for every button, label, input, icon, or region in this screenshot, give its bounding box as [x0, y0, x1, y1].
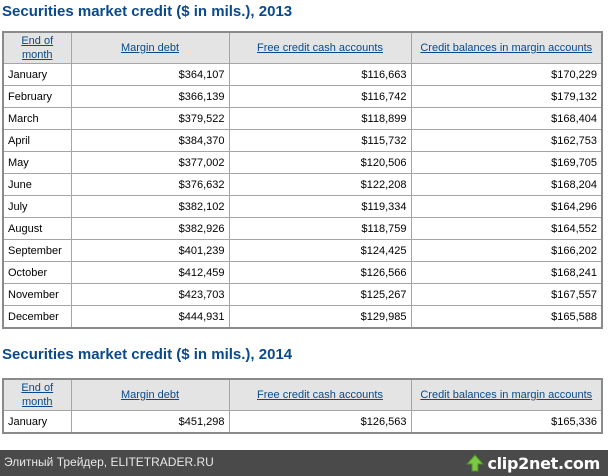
credit-balances-cell: $164,296 [410, 195, 603, 218]
month-cell: July [2, 195, 72, 218]
margin-debt-cell: $412,459 [70, 261, 230, 284]
table-row: October $412,459 $126,566 $168,241 [2, 261, 603, 284]
month-cell: September [2, 239, 72, 262]
free-credit-cell: $119,334 [228, 195, 412, 218]
table-row: March $379,522 $118,899 $168,404 [2, 107, 603, 130]
green-up-arrow-icon [466, 454, 485, 472]
table-row: February $366,139 $116,742 $179,132 [2, 85, 603, 108]
column-header-credit-balances[interactable]: Credit balances in margin accounts [410, 378, 603, 411]
month-cell: August [2, 217, 72, 240]
free-credit-cell: $126,566 [228, 261, 412, 284]
table-row: May $377,002 $120,506 $169,705 [2, 151, 603, 174]
credit-balances-cell: $165,336 [410, 410, 603, 434]
free-credit-cell: $115,732 [228, 129, 412, 152]
footer-bar: Элитный Трейдер, ELITETRADER.RU clip2net… [0, 450, 608, 476]
credit-balances-cell: $168,404 [410, 107, 603, 130]
free-credit-cell: $126,563 [228, 410, 412, 434]
clip2net-logo[interactable]: clip2net.com [466, 453, 600, 473]
credit-balances-cell: $166,202 [410, 239, 603, 262]
table-row: June $376,632 $122,208 $168,204 [2, 173, 603, 196]
table-row: January $364,107 $116,663 $170,229 [2, 63, 603, 86]
credit-balances-cell: $165,588 [410, 305, 603, 329]
margin-debt-cell: $376,632 [70, 173, 230, 196]
month-cell: November [2, 283, 72, 306]
table-row: August $382,926 $118,759 $164,552 [2, 217, 603, 240]
table-row: September $401,239 $124,425 $166,202 [2, 239, 603, 262]
table-row: April $384,370 $115,732 $162,753 [2, 129, 603, 152]
column-header-end-of-month[interactable]: End of month [2, 31, 72, 64]
credit-balances-cell: $170,229 [410, 63, 603, 86]
month-cell: December [2, 305, 72, 329]
credit-balances-cell: $162,753 [410, 129, 603, 152]
table-row: January $451,298 $126,563 $165,336 [2, 410, 603, 434]
margin-debt-cell: $401,239 [70, 239, 230, 262]
free-credit-cell: $118,899 [228, 107, 412, 130]
month-cell: May [2, 151, 72, 174]
margin-debt-cell: $423,703 [70, 283, 230, 306]
month-cell: January [2, 410, 72, 434]
month-cell: October [2, 261, 72, 284]
column-header-margin-debt[interactable]: Margin debt [70, 378, 230, 411]
table-header-row: End of month Margin debt Free credit cas… [2, 31, 603, 64]
column-header-credit-balances[interactable]: Credit balances in margin accounts [410, 31, 603, 64]
section-title-2013: Securities market credit ($ in mils.), 2… [2, 3, 293, 20]
margin-debt-cell: $451,298 [70, 410, 230, 434]
margin-debt-cell: $444,931 [70, 305, 230, 329]
month-cell: June [2, 173, 72, 196]
column-header-free-credit[interactable]: Free credit cash accounts [228, 31, 412, 64]
free-credit-cell: $129,985 [228, 305, 412, 329]
free-credit-cell: $124,425 [228, 239, 412, 262]
margin-debt-cell: $382,926 [70, 217, 230, 240]
column-header-end-of-month[interactable]: End of month [2, 378, 72, 411]
margin-debt-cell: $382,102 [70, 195, 230, 218]
margin-debt-cell: $384,370 [70, 129, 230, 152]
column-header-margin-debt[interactable]: Margin debt [70, 31, 230, 64]
credit-balances-cell: $168,204 [410, 173, 603, 196]
credit-balances-cell: $167,557 [410, 283, 603, 306]
footer-source-text: Элитный Трейдер, ELITETRADER.RU [4, 455, 214, 469]
logo-text: clip2net.com [487, 453, 600, 473]
month-cell: April [2, 129, 72, 152]
credit-table-2013: End of month Margin debt Free credit cas… [2, 31, 603, 329]
section-title-2014: Securities market credit ($ in mils.), 2… [2, 346, 293, 363]
margin-debt-cell: $377,002 [70, 151, 230, 174]
free-credit-cell: $116,742 [228, 85, 412, 108]
table-row: November $423,703 $125,267 $167,557 [2, 283, 603, 306]
credit-balances-cell: $164,552 [410, 217, 603, 240]
free-credit-cell: $116,663 [228, 63, 412, 86]
margin-debt-cell: $364,107 [70, 63, 230, 86]
credit-balances-cell: $169,705 [410, 151, 603, 174]
table-row: December $444,931 $129,985 $165,588 [2, 305, 603, 329]
month-cell: February [2, 85, 72, 108]
credit-balances-cell: $179,132 [410, 85, 603, 108]
month-cell: March [2, 107, 72, 130]
table-row: July $382,102 $119,334 $164,296 [2, 195, 603, 218]
credit-table-2014: End of month Margin debt Free credit cas… [2, 378, 603, 434]
credit-balances-cell: $168,241 [410, 261, 603, 284]
margin-debt-cell: $366,139 [70, 85, 230, 108]
month-cell: January [2, 63, 72, 86]
free-credit-cell: $120,506 [228, 151, 412, 174]
free-credit-cell: $118,759 [228, 217, 412, 240]
margin-debt-cell: $379,522 [70, 107, 230, 130]
free-credit-cell: $122,208 [228, 173, 412, 196]
free-credit-cell: $125,267 [228, 283, 412, 306]
column-header-free-credit[interactable]: Free credit cash accounts [228, 378, 412, 411]
table-header-row: End of month Margin debt Free credit cas… [2, 378, 603, 411]
